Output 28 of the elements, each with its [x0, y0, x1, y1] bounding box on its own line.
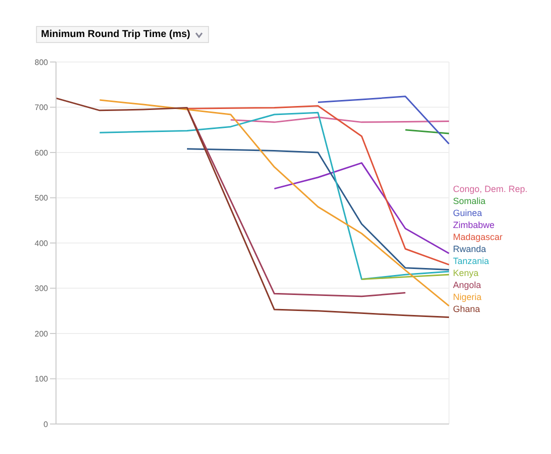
line-series — [98, 99, 450, 307]
line-series — [317, 96, 450, 145]
y-tick-label: 600 — [34, 148, 49, 158]
series-label: Kenya — [453, 267, 480, 279]
line-series — [274, 162, 450, 254]
text: Somalia — [453, 195, 487, 207]
y-tick-label: 400 — [34, 238, 49, 248]
text: Congo, Dem. Rep. — [453, 183, 529, 195]
y-tick-label: 0 — [44, 420, 49, 429]
text: Guinea — [453, 207, 484, 219]
series-label: Ghana — [453, 303, 482, 315]
text: Madagascar — [453, 231, 504, 243]
line-series — [98, 112, 450, 280]
y-tick-label: 300 — [34, 284, 49, 294]
series-label: Nigeria — [453, 291, 483, 303]
text: Angola — [453, 279, 482, 291]
text: Zimbabwe — [453, 219, 496, 231]
y-axis-title: Minimum Round Trip Time (ms) — [41, 29, 190, 40]
y-tick-label: 500 — [34, 194, 49, 203]
series-label: Rwanda — [453, 243, 488, 255]
y-tick-label: 200 — [34, 329, 49, 338]
line-series — [55, 97, 450, 318]
line-series — [186, 105, 450, 266]
y-tick-label: 700 — [34, 103, 49, 112]
series-label: Tanzania — [453, 255, 490, 267]
line-series — [186, 148, 450, 270]
y-tick-label: 800 — [34, 58, 49, 67]
y-tick-label: 100 — [34, 374, 49, 384]
